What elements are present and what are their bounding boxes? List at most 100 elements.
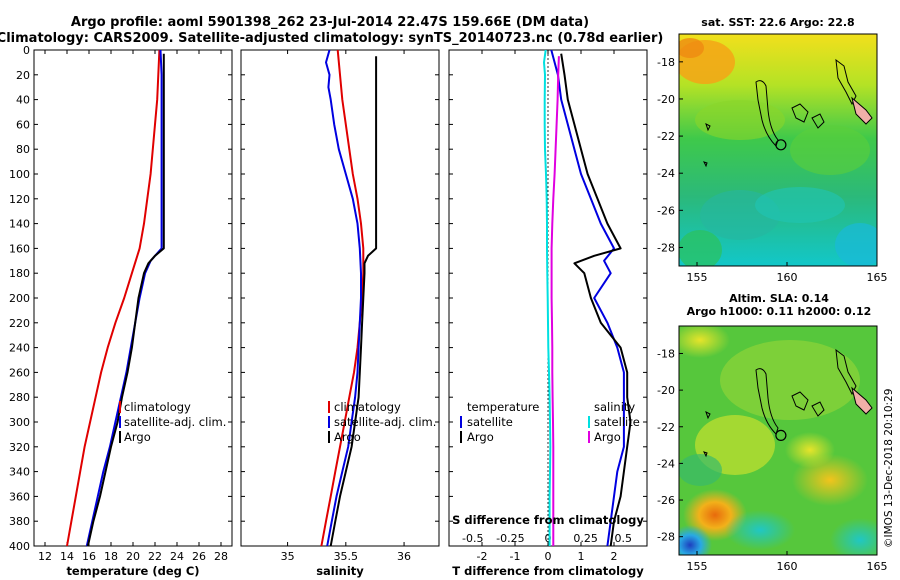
temperature-plot: 0 20 40 60 80 100 120 140 160 180 200 220 240 260 280 3… [9,44,232,563]
series-line-satellite-adj-clim [85,49,163,547]
y-tick-label: 0 [23,44,30,57]
series-line-climatology [320,49,365,547]
salinity-xlabel: salinity [316,564,364,578]
difference-xlabel: T difference from climatology [452,564,644,578]
x-tick-label: 36 [397,550,411,563]
map-x-tick-label: 165 [867,271,888,284]
series-line-argo [86,53,165,547]
y-tick-label: 160 [9,242,30,255]
figure-title-line1: Argo profile: aoml 5901398_262 23-Jul-20… [71,15,589,30]
x-tick-label: 35.5 [334,550,359,563]
y-tick-label: 40 [16,94,30,107]
x-tick-label: -1 [510,550,521,563]
x-tick-label: 28 [214,550,228,563]
y-tick-label: 220 [9,317,30,330]
series-line-satellite-adj-clim [325,49,362,547]
top-x-tick-label: -0.25 [496,532,524,545]
copyright-stamp: ©IMOS 13-Dec-2018 20:10:29 [883,389,895,548]
top-x-tick-label: 0.5 [614,532,632,545]
legend-title-temperature: temperature [467,400,539,414]
salinity-legend: climatology satellite-adj. clim. Argo [328,400,436,444]
x-tick-label: 22 [148,550,162,563]
y-tick-label: 140 [9,218,30,231]
difference-top-xlabel: S difference from climatology [452,513,644,527]
series-line-t-argo [560,53,632,547]
legend-label-satellite: satellite-adj. clim. [334,415,436,429]
top-x-tick-label: 0.25 [573,532,598,545]
figure-title-line2: Climatology: CARS2009. Satellite-adjuste… [0,31,663,46]
legend-label-t-satellite: satellite [467,415,513,429]
sla-map-axes: 155 160 165 -18 -20 -22 -24 -26 -28 [657,347,887,573]
salinity-plot-frame [240,49,440,547]
salinity-plot: 35 35.5 36 [241,49,439,563]
series-line-s-argo [550,56,560,546]
map-y-tick-label: -22 [657,130,675,143]
series-line-s-satellite [543,49,552,546]
legend-swatch-t-argo [460,431,462,443]
difference-plot: -2 -1 0 1 2-0.5 -0.25 0 0.25 0.5 [449,49,647,563]
x-tick-label: 26 [192,550,206,563]
y-tick-label: 60 [16,118,30,131]
x-tick-label: 1 [578,550,585,563]
y-tick-label: 340 [9,466,30,479]
map-y-tick-label: -18 [657,56,675,69]
x-tick-label: 16 [82,550,96,563]
sla-map-title: Altim. SLA: 0.14 [729,292,829,305]
legend-swatch-argo [119,431,121,443]
top-x-tick-label: -0.5 [462,532,483,545]
legend-swatch-climatology [328,401,330,413]
sla-map-subtitle: Argo h1000: 0.11 h2000: 0.12 [687,305,872,318]
map-y-tick-label: -26 [657,494,675,507]
series-line-climatology [66,49,161,547]
x-tick-label: 35 [281,550,295,563]
y-tick-label: 240 [9,342,30,355]
x-tick-label: 18 [104,550,118,563]
y-tick-label: 180 [9,267,30,280]
map-y-tick-label: -24 [657,457,675,470]
legend-label-s-argo: Argo [594,430,621,444]
y-tick-label: 20 [16,69,30,82]
sst-map-field [679,34,877,266]
y-tick-label: 360 [9,490,30,503]
map-x-tick-label: 160 [777,271,798,284]
map-y-tick-label: -26 [657,204,675,217]
y-tick-label: 380 [9,515,30,528]
x-tick-label: 24 [170,550,184,563]
legend-label-argo: Argo [334,430,361,444]
legend-label-climatology: climatology [334,400,401,414]
map-y-tick-label: -20 [657,384,675,397]
y-tick-label: 80 [16,143,30,156]
y-tick-label: 320 [9,441,30,454]
series-line-argo [329,56,378,547]
map-x-tick-label: 155 [687,560,708,573]
map-y-tick-label: -20 [657,93,675,106]
y-tick-label: 260 [9,366,30,379]
legend-swatch-s-satellite [588,416,590,428]
legend-title-salinity: salinity [594,400,635,414]
map-y-tick-label: -18 [657,347,675,360]
map-x-tick-label: 165 [867,560,888,573]
y-tick-label: 120 [9,193,30,206]
y-tick-label: 300 [9,416,30,429]
legend-label-argo: Argo [124,430,151,444]
series-line-t-satellite [550,49,625,547]
x-tick-label: 2 [611,550,618,563]
map-y-tick-label: -24 [657,167,675,180]
sla-map-field [679,326,877,555]
x-tick-label: 12 [38,550,52,563]
legend-label-t-argo: Argo [467,430,494,444]
map-y-tick-label: -22 [657,421,675,434]
map-y-tick-label: -28 [657,531,675,544]
sla-map-argo-position [775,429,787,441]
difference-legend-salinity: salinity satellite Argo [588,400,640,444]
difference-legend-temperature: temperature satellite Argo [460,400,539,444]
legend-swatch-satellite [119,416,121,428]
legend-label-s-satellite: satellite [594,415,640,429]
map-x-tick-label: 155 [687,271,708,284]
map-y-tick-label: -28 [657,241,675,254]
temperature-xlabel: temperature (deg C) [66,564,199,578]
legend-swatch-satellite [328,416,330,428]
sst-map-axes: 155 160 165 -18 -20 -22 -24 -26 -28 [657,56,887,284]
y-tick-label: 400 [9,540,30,553]
